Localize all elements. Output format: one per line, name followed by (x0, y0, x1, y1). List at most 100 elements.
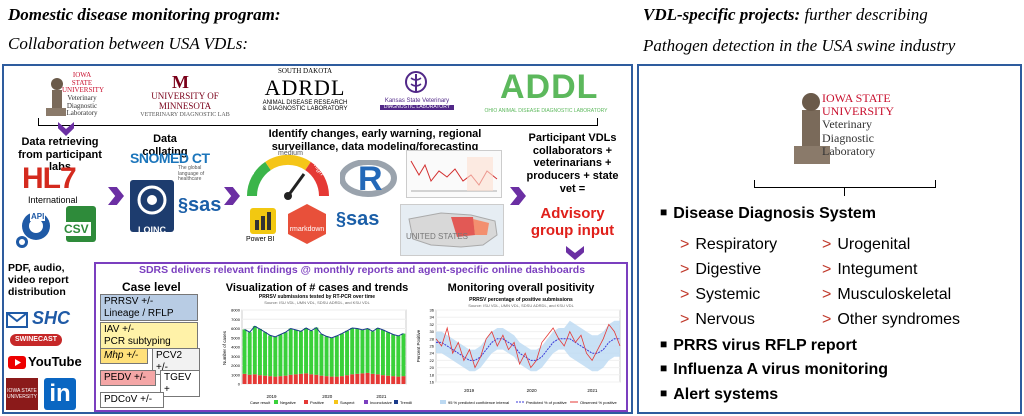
case-box: PDCoV +/- (100, 392, 164, 408)
chevron-right-icon: > (822, 286, 832, 303)
system-item: > Nervous (680, 311, 755, 329)
step-identify: Identify changes, early warning, regiona… (268, 128, 482, 153)
advisory-input: Advisory group input (530, 205, 615, 240)
loinc-eye-icon (137, 185, 167, 215)
case-line1: IAV +/- (104, 324, 135, 335)
left-title: Domestic disease monitoring program: (8, 5, 281, 24)
chart1-bar-negative (375, 328, 380, 375)
chart1-bar-negative (283, 332, 288, 376)
chart1-bar-positive (355, 373, 360, 384)
chart2-legend-band (440, 400, 446, 404)
chart1-bar-negative (298, 331, 303, 374)
chart2-year: 2021 (587, 388, 598, 393)
left-panel (2, 64, 633, 414)
chart1-bar-positive (288, 374, 293, 384)
sd-logo: SOUTH DAKOTA ADRDL ANIMAL DISEASE RESEAR… (250, 67, 360, 113)
chart1-legend-label: Positive (310, 400, 325, 405)
system-label: Nervous (695, 311, 755, 328)
youtube-icon (8, 356, 26, 369)
chart1-bar-positive (319, 375, 324, 384)
chart1-legend-swatch (364, 400, 368, 404)
chart1-bar-positive (293, 374, 298, 384)
chart1-legend-label: Negative (280, 400, 297, 405)
system-label: Systemic (695, 286, 761, 303)
system-label: Urogenital (837, 236, 911, 253)
chart1-bar-positive (263, 375, 268, 384)
right-statue-icon (794, 93, 830, 164)
chart1-bar-negative (365, 328, 370, 373)
isu-statue-logo (44, 70, 92, 118)
snomed-sub-1: The global (178, 165, 202, 171)
chart2-ytick: 18 (430, 372, 435, 377)
chart1-bar-negative (386, 332, 391, 376)
isu-line2: UNIVERSITY (62, 86, 104, 95)
youtube-label: YouTube (28, 354, 82, 369)
case-line1: PRRSV +/- (104, 296, 154, 307)
right-isu-3: Veterinary (822, 117, 872, 132)
right-isu-statue (792, 80, 832, 166)
chart2-ytick: 28 (430, 336, 435, 341)
chart1-bar-negative (345, 330, 350, 376)
chevron-right-icon: > (822, 236, 832, 253)
chevron-right-icon: > (680, 261, 690, 278)
linkedin-icon: in (44, 378, 76, 410)
chart1-bar-positive (273, 376, 278, 384)
chart1-bar-negative (334, 335, 339, 377)
chart1-bar-negative (324, 336, 329, 377)
youtube-play (15, 359, 21, 366)
sdrs-box (94, 262, 628, 412)
chart1-bar-negative (288, 328, 293, 375)
right-title-bold: VDL-specific projects: (643, 5, 801, 24)
chart2-year: 2019 (464, 388, 475, 393)
chart1-bar-positive (380, 375, 385, 384)
chart2-ytick: 20 (430, 365, 435, 370)
chart1-bar-negative (247, 332, 252, 375)
case-box: PRRSV +/- Lineage / RFLP (100, 294, 198, 321)
right-bullet: Influenza A virus monitoring (660, 361, 888, 379)
ks-logo: Kansas State Veterinary DIAGNOSTIC LABOR… (380, 98, 454, 111)
case-box: PEDV +/- (100, 370, 156, 386)
chart1-bar-negative (242, 329, 247, 374)
chart1-bar-negative (273, 336, 278, 377)
right-isu-4: Diagnostic (822, 130, 874, 145)
shc-logo: SHC (32, 308, 71, 328)
case-line1: PEDV +/- (104, 372, 146, 383)
chevron-right-icon: > (680, 311, 690, 328)
r-logo (339, 159, 400, 200)
chart1-bar-positive (375, 374, 380, 384)
chart1-ytick: 0 (238, 382, 241, 387)
chart1-trendline (244, 325, 404, 339)
chart1-bar-positive (309, 374, 314, 384)
chart1-legend-label: Case result (250, 400, 271, 405)
chart1-bar-negative (401, 333, 406, 377)
chart1-bar-positive (278, 376, 283, 384)
chart2-ylabel: Percent Positive (416, 329, 421, 362)
sas-swirl-icon-2: § (336, 209, 347, 229)
chart1-ytick: 4000 (231, 345, 241, 350)
system-item: > Integument (822, 261, 917, 279)
snomed-sub: The global language of healthcare (178, 165, 204, 183)
chart1-bar-positive (365, 372, 370, 384)
chart2-ytick: 26 (430, 344, 435, 349)
chart1-bar-negative (252, 326, 257, 375)
chart1-ylabel: Number of cases (222, 330, 227, 365)
system-item: > Respiratory (680, 236, 777, 254)
chart2-svg: 36 34 32 30 28 26 24 22 20 18 16 Percent Positive 20… (416, 308, 621, 405)
chart1-bar-negative (293, 329, 298, 375)
chart1-bar-positive (257, 375, 262, 384)
sas-label-1: sas (188, 194, 222, 216)
chart1-bar-positive (298, 373, 303, 384)
chart1-bar-positive (401, 376, 406, 384)
chevron-right-icon-2 (224, 187, 240, 205)
vis-title: Visualization of # cases and trends (225, 282, 409, 294)
case-line1: Mhp +/- (104, 350, 139, 361)
right-title: VDL-specific projects: further describin… (643, 5, 928, 25)
rmarkdown-icon (288, 204, 326, 244)
chart2-confidence-band (436, 320, 620, 372)
loinc-label: LOINC (138, 225, 166, 235)
chart2-ytick: 16 (430, 380, 435, 385)
right-panel (637, 64, 1022, 414)
chart1-bar-negative (360, 329, 365, 374)
chart1-bar-positive (314, 374, 319, 384)
powerbi-bars (255, 212, 271, 230)
